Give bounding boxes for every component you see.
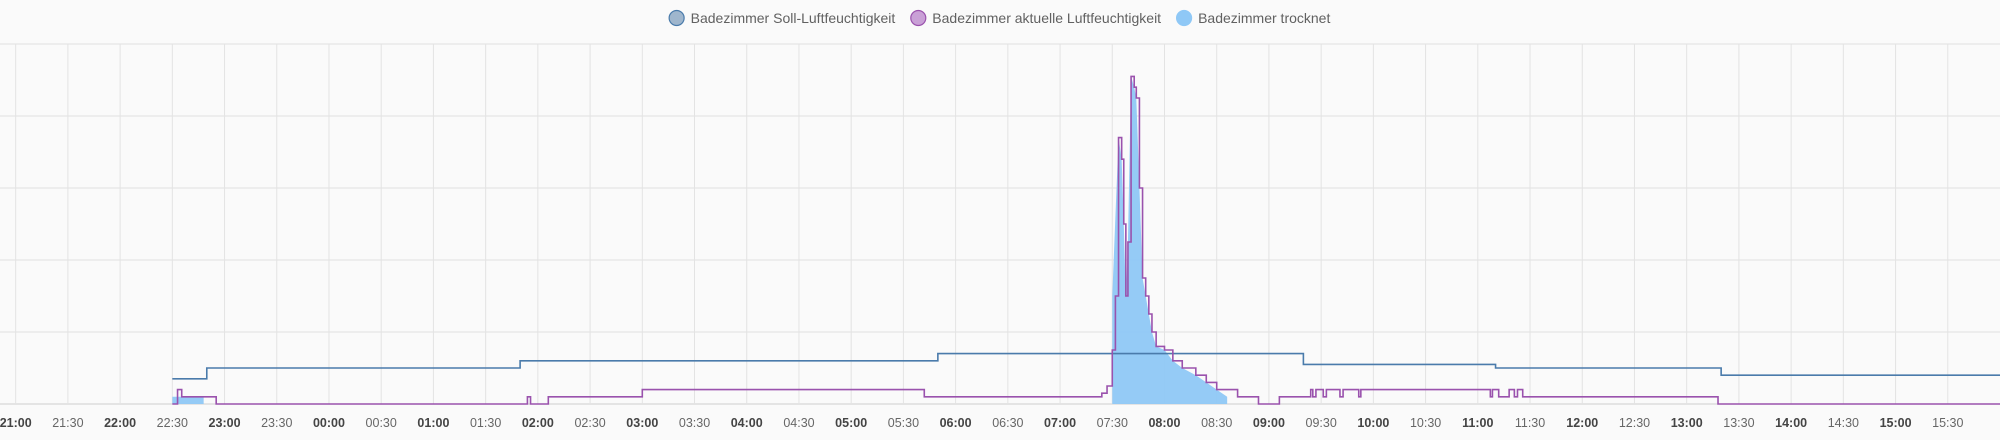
x-tick-label: 09:00 — [1253, 416, 1285, 430]
x-tick-label: 12:00 — [1566, 416, 1598, 430]
x-tick-label: 13:30 — [1723, 416, 1754, 430]
x-tick-label: 08:00 — [1148, 416, 1180, 430]
x-tick-label: 22:00 — [104, 416, 136, 430]
series-trocknet-area — [1112, 76, 1228, 405]
grid — [0, 43, 2000, 405]
x-tick-label: 23:00 — [209, 416, 241, 430]
x-tick-label: 00:00 — [313, 416, 345, 430]
x-tick-label: 01:00 — [417, 416, 449, 430]
legend-label: Badezimmer trocknet — [1198, 10, 1330, 26]
x-tick-label: 07:00 — [1044, 416, 1076, 430]
x-axis: 21:00 21:30 22:00 22:30 23:00 23:30 00:00 00:30… — [0, 416, 1963, 430]
x-tick-label: 00:30 — [366, 416, 397, 430]
x-tick-label: 04:00 — [731, 416, 763, 430]
x-tick-label: 06:30 — [992, 416, 1023, 430]
series-soll-line — [172, 352, 2000, 380]
legend-swatch — [668, 9, 685, 27]
x-tick-label: 01:30 — [470, 416, 501, 430]
legend-swatch — [910, 9, 927, 27]
x-tick-label: 02:30 — [574, 416, 605, 430]
x-tick-label: 11:00 — [1462, 416, 1493, 430]
legend-label: Badezimmer aktuelle Luftfeuchtigkeit — [932, 10, 1161, 26]
x-tick-label: 04:30 — [783, 416, 814, 430]
x-tick-label: 02:00 — [522, 416, 554, 430]
legend: Badezimmer Soll-Luftfeuchtigkeit Badezimm… — [668, 9, 1331, 27]
x-tick-label: 21:30 — [52, 416, 83, 430]
x-tick-label: 23:30 — [261, 416, 292, 430]
x-tick-label: 09:30 — [1306, 416, 1337, 430]
x-tick-label: 22:30 — [157, 416, 188, 430]
series-trocknet-area — [172, 396, 204, 404]
legend-item[interactable]: Badezimmer trocknet — [1175, 9, 1331, 27]
x-tick-label: 15:30 — [1932, 416, 1963, 430]
x-tick-label: 15:00 — [1880, 416, 1912, 430]
series-aktuell-line — [172, 75, 2000, 405]
x-tick-label: 06:00 — [940, 416, 972, 430]
legend-label: Badezimmer Soll-Luftfeuchtigkeit — [691, 10, 896, 26]
x-tick-label: 14:00 — [1775, 416, 1807, 430]
x-tick-label: 03:00 — [626, 416, 658, 430]
x-tick-label: 21:00 — [0, 416, 32, 430]
x-tick-label: 10:00 — [1357, 416, 1389, 430]
x-tick-label: 10:30 — [1410, 416, 1441, 430]
x-tick-label: 05:00 — [835, 416, 867, 430]
x-tick-label: 11:30 — [1515, 416, 1545, 430]
legend-item[interactable]: Badezimmer aktuelle Luftfeuchtigkeit — [910, 9, 1161, 27]
x-tick-label: 14:30 — [1828, 416, 1859, 430]
x-tick-label: 05:30 — [888, 416, 919, 430]
x-tick-label: 12:30 — [1619, 416, 1650, 430]
x-tick-label: 03:30 — [679, 416, 710, 430]
x-tick-label: 07:30 — [1097, 416, 1128, 430]
legend-item[interactable]: Badezimmer Soll-Luftfeuchtigkeit — [668, 9, 896, 27]
plot-area — [172, 75, 2000, 405]
x-tick-label: 08:30 — [1201, 416, 1232, 430]
legend-swatch — [1175, 9, 1193, 27]
x-tick-label: 13:00 — [1671, 416, 1703, 430]
